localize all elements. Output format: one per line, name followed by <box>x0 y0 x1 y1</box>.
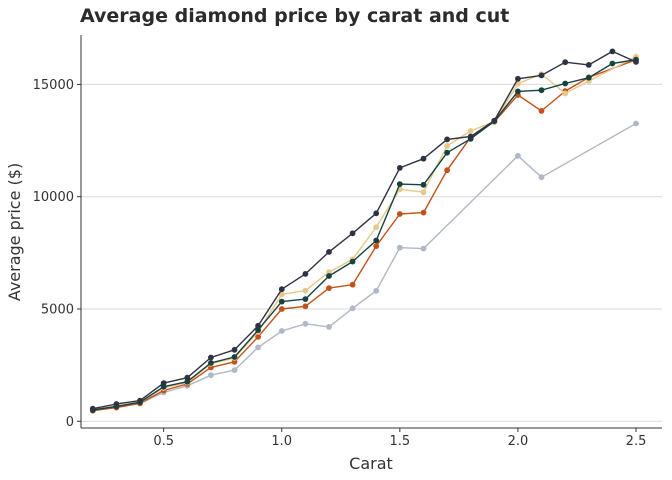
data-point <box>326 285 332 291</box>
data-point <box>373 287 380 294</box>
data-point <box>609 48 616 55</box>
data-point <box>420 155 427 162</box>
series-line <box>92 56 637 411</box>
x-tick-label: 0.5 <box>153 434 174 449</box>
x-tick-label: 1.0 <box>271 434 292 449</box>
data-point <box>444 149 450 156</box>
data-point <box>633 120 639 127</box>
data-point <box>420 209 427 216</box>
data-point <box>538 108 545 114</box>
data-point <box>160 380 167 386</box>
data-point <box>326 273 332 279</box>
data-point <box>302 303 309 310</box>
data-point <box>585 74 592 81</box>
data-point <box>609 60 616 67</box>
data-point <box>255 327 261 333</box>
data-point <box>255 322 261 329</box>
data-point <box>515 152 521 159</box>
data-point <box>326 324 332 330</box>
data-point <box>444 167 450 174</box>
data-point <box>137 397 143 404</box>
x-axis-title: Carat <box>349 454 393 473</box>
series-line <box>92 59 637 412</box>
data-point <box>467 127 474 134</box>
data-point <box>302 320 309 327</box>
data-point <box>373 243 380 250</box>
data-point <box>231 367 238 373</box>
data-point <box>278 298 285 305</box>
data-point <box>515 75 521 82</box>
data-point <box>396 211 403 217</box>
data-point <box>420 189 427 196</box>
data-point <box>585 62 592 68</box>
data-point <box>349 258 356 265</box>
data-point <box>278 328 285 334</box>
data-point <box>255 344 261 351</box>
series-group <box>89 48 639 414</box>
data-point <box>89 405 96 412</box>
data-point <box>373 224 380 231</box>
data-point <box>184 378 191 385</box>
data-point <box>231 354 238 360</box>
data-point <box>349 281 356 288</box>
y-axis-title: Average price ($) <box>5 163 24 301</box>
series-line <box>116 122 637 408</box>
data-point <box>396 165 403 171</box>
data-point <box>538 87 545 94</box>
data-point <box>302 271 309 277</box>
data-point <box>444 143 450 149</box>
series-3 <box>89 53 639 413</box>
data-point <box>491 117 498 124</box>
data-point <box>373 237 380 244</box>
data-point <box>396 244 403 251</box>
data-point <box>538 174 545 181</box>
data-point <box>208 372 214 379</box>
data-point <box>208 354 214 361</box>
y-tick-label: 15000 <box>33 78 74 93</box>
data-point <box>349 305 356 312</box>
series-2 <box>89 56 639 414</box>
data-point <box>278 286 285 293</box>
data-point <box>420 181 427 188</box>
data-point <box>231 346 238 353</box>
data-point <box>515 88 521 95</box>
series-line <box>92 59 637 411</box>
axis-ticks: 0 5000 10000 15000 0.5 1.0 1.5 2.0 2.5 <box>33 78 647 449</box>
data-point <box>184 374 191 381</box>
data-point <box>373 210 380 217</box>
data-point <box>467 133 474 140</box>
data-point <box>278 306 285 312</box>
data-point <box>208 360 214 366</box>
chart-title: Average diamond price by carat and cut <box>80 5 509 27</box>
x-tick-label: 1.5 <box>389 434 410 449</box>
y-tick-label: 5000 <box>41 302 74 317</box>
series-line <box>92 50 637 410</box>
data-point <box>444 136 450 143</box>
data-point <box>633 59 639 65</box>
data-point <box>255 333 261 340</box>
x-tick-label: 2.0 <box>508 434 529 449</box>
series-5 <box>89 48 639 412</box>
data-point <box>278 291 285 298</box>
data-point <box>538 72 545 79</box>
data-point <box>113 401 120 407</box>
data-point <box>562 90 569 97</box>
x-tick-label: 2.5 <box>626 434 647 449</box>
data-point <box>302 296 309 302</box>
data-point <box>349 230 356 237</box>
data-point <box>396 181 403 188</box>
data-point <box>420 245 427 252</box>
y-tick-label: 0 <box>66 415 74 430</box>
series-4 <box>89 56 639 413</box>
data-point <box>562 59 569 66</box>
data-point <box>326 249 332 255</box>
y-tick-label: 10000 <box>33 190 74 205</box>
data-point <box>302 287 309 294</box>
data-point <box>562 80 569 87</box>
series-1 <box>113 120 639 410</box>
